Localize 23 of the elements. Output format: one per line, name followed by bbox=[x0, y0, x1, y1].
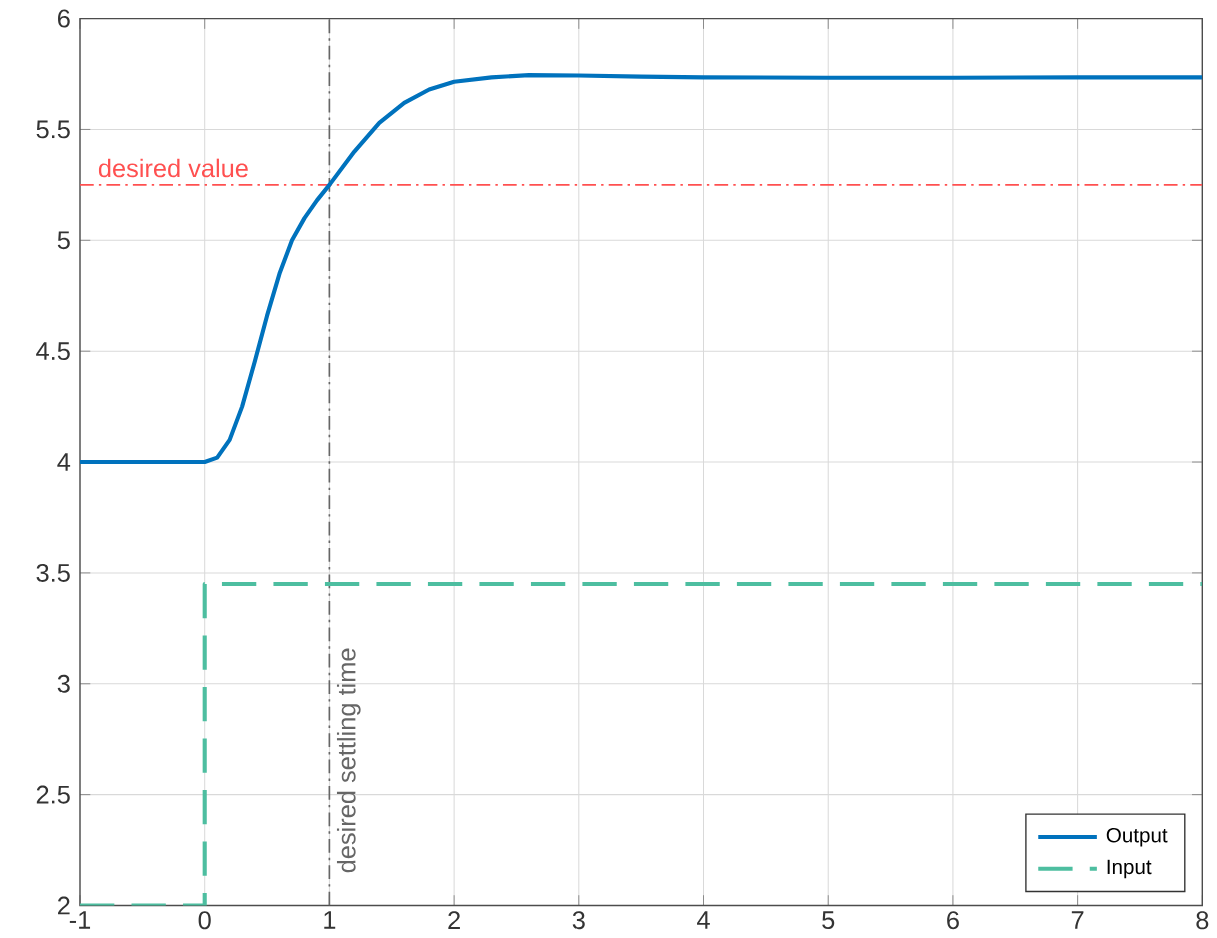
y-tick-label: 3 bbox=[57, 674, 70, 693]
x-tick-label: 5 bbox=[822, 911, 835, 930]
y-tick-label: 2 bbox=[58, 896, 70, 915]
y-tick-label: 5.5 bbox=[36, 120, 70, 139]
y-tick-label: 3.5 bbox=[36, 564, 70, 583]
y-tick-label: 2.5 bbox=[36, 785, 70, 804]
ref-line-label: desired settling time bbox=[336, 648, 361, 873]
x-tick-label: 7 bbox=[1071, 911, 1084, 929]
y-tick-label: 5 bbox=[57, 231, 70, 250]
y-tick-label: 6 bbox=[58, 9, 70, 28]
x-tick-label: 2 bbox=[448, 911, 460, 930]
x-tick-label: -1 bbox=[69, 911, 91, 929]
x-tick-label: 4 bbox=[697, 911, 710, 929]
y-tick-label: 4.5 bbox=[36, 342, 70, 361]
y-tick-label: 4 bbox=[57, 453, 71, 471]
ref-line-label: desired value bbox=[98, 158, 248, 178]
x-tick-label: 1 bbox=[324, 911, 336, 929]
x-tick-label: 8 bbox=[1196, 911, 1209, 930]
x-tick-label: 3 bbox=[572, 911, 585, 930]
x-tick-label: 6 bbox=[947, 911, 959, 930]
legend-label: Input bbox=[1107, 859, 1152, 879]
legend-label: Output bbox=[1106, 828, 1168, 847]
x-tick-label: 0 bbox=[198, 911, 211, 930]
